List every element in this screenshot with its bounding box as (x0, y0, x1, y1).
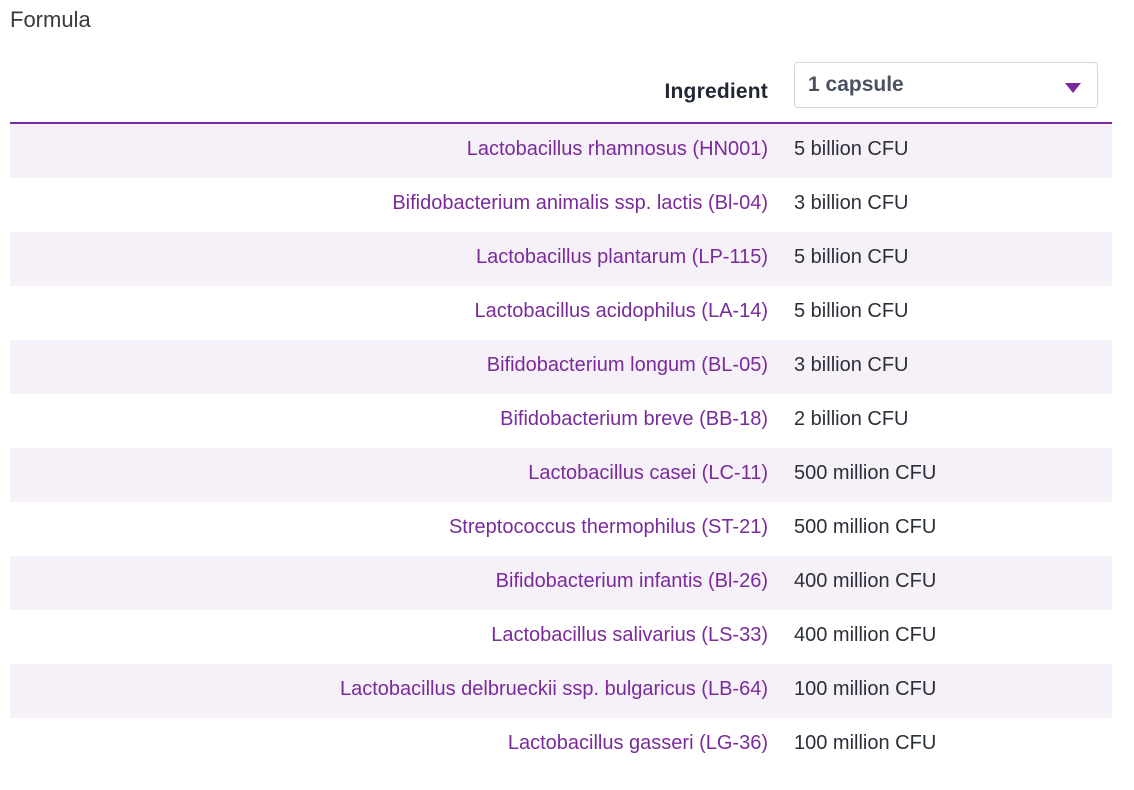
table-row: Streptococcus thermophilus (ST-21) 500 m… (10, 502, 1112, 556)
ingredient-link[interactable]: Lactobacillus delbrueckii ssp. bulgaricu… (340, 678, 768, 700)
serving-size-value: 1 capsule (808, 73, 904, 96)
ingredient-link[interactable]: Lactobacillus rhamnosus (HN001) (466, 138, 768, 160)
ingredient-link[interactable]: Lactobacillus plantarum (LP-115) (475, 246, 768, 268)
ingredient-amount: 400 million CFU (794, 624, 937, 646)
ingredient-link[interactable]: Lactobacillus acidophilus (LA-14) (474, 300, 769, 322)
table-row: Bifidobacterium animalis ssp. lactis (Bl… (10, 178, 1112, 232)
table-row: Lactobacillus salivarius (LS-33) 400 mil… (10, 610, 1112, 664)
table-row: Lactobacillus rhamnosus (HN001) 5 billio… (10, 124, 1112, 178)
ingredient-link[interactable]: Bifidobacterium animalis ssp. lactis (Bl… (392, 192, 768, 214)
formula-table: Lactobacillus rhamnosus (HN001) 5 billio… (10, 124, 1112, 772)
table-header: Ingredient 1 capsule (10, 60, 1112, 122)
serving-size-select[interactable]: 1 capsule (794, 62, 1098, 108)
ingredient-link[interactable]: Bifidobacterium infantis (Bl-26) (495, 570, 768, 592)
ingredient-amount: 400 million CFU (794, 570, 937, 592)
ingredient-amount: 5 billion CFU (794, 300, 909, 322)
ingredient-link[interactable]: Lactobacillus casei (LC-11) (528, 462, 768, 484)
ingredient-amount: 500 million CFU (794, 516, 937, 538)
ingredient-amount: 2 billion CFU (794, 408, 909, 430)
ingredient-amount: 3 billion CFU (794, 192, 909, 214)
table-row: Lactobacillus delbrueckii ssp. bulgaricu… (10, 664, 1112, 718)
ingredient-link[interactable]: Streptococcus thermophilus (ST-21) (448, 516, 768, 538)
ingredient-link[interactable]: Lactobacillus gasseri (LG-36) (507, 732, 768, 754)
table-row: Lactobacillus plantarum (LP-115) 5 billi… (10, 232, 1112, 286)
table-row: Bifidobacterium infantis (Bl-26) 400 mil… (10, 556, 1112, 610)
ingredient-link[interactable]: Bifidobacterium longum (BL-05) (486, 354, 768, 376)
table-row: Lactobacillus gasseri (LG-36) 100 millio… (10, 718, 1112, 772)
caret-down-icon (1065, 83, 1081, 93)
ingredient-link[interactable]: Lactobacillus salivarius (LS-33) (491, 624, 768, 646)
table-row: Bifidobacterium longum (BL-05) 3 billion… (10, 340, 1112, 394)
header-divider (10, 122, 1112, 124)
ingredient-amount: 100 million CFU (794, 732, 937, 754)
ingredient-column-header: Ingredient (664, 80, 768, 103)
ingredient-amount: 5 billion CFU (794, 138, 909, 160)
ingredient-link[interactable]: Bifidobacterium breve (BB-18) (500, 408, 768, 430)
ingredient-amount: 100 million CFU (794, 678, 937, 700)
table-row: Bifidobacterium breve (BB-18) 2 billion … (10, 394, 1112, 448)
ingredient-amount: 500 million CFU (794, 462, 937, 484)
section-title: Formula (10, 7, 91, 32)
ingredient-amount: 3 billion CFU (794, 354, 909, 376)
ingredient-amount: 5 billion CFU (794, 246, 909, 268)
table-row: Lactobacillus casei (LC-11) 500 million … (10, 448, 1112, 502)
table-row: Lactobacillus acidophilus (LA-14) 5 bill… (10, 286, 1112, 340)
